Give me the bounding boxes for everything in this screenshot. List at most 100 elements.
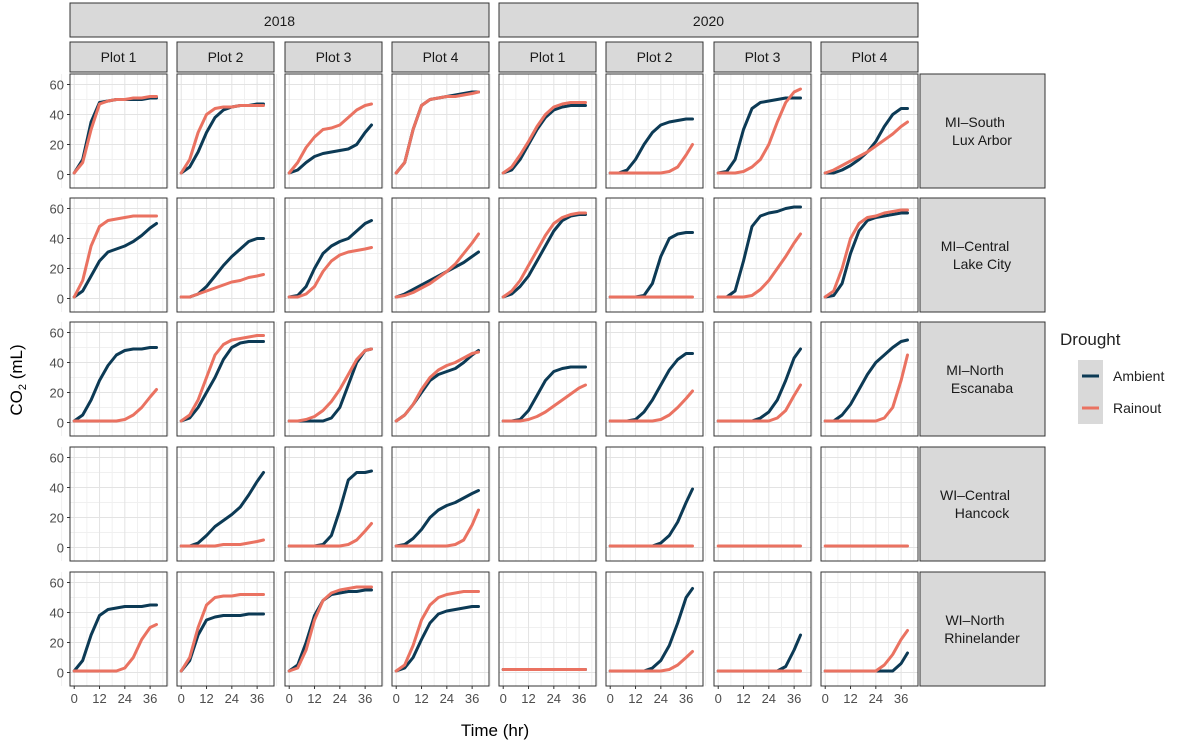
facet-panel: [705, 321, 812, 437]
series-line-rainout: [394, 232, 480, 299]
panel-border: [820, 321, 919, 437]
series-line-rainout: [608, 143, 694, 175]
x-tick-label: 24: [869, 691, 883, 706]
site-strip-label: Rhinelander: [944, 630, 1020, 646]
series-line-ambient: [394, 489, 480, 548]
facet-panel: [597, 321, 704, 437]
plot-strip: [820, 41, 919, 73]
facet-panel: 0 12 24 36: [597, 571, 704, 706]
site-strip-label: WI–Central: [940, 487, 1010, 503]
panel-background: [70, 74, 167, 188]
x-tick-label: 36: [143, 691, 157, 706]
legend: Drought Ambient Rainout: [1060, 330, 1164, 424]
y-tick-label: 40: [50, 606, 64, 621]
series-line-rainout: [72, 95, 158, 175]
facet-panel: 0 20 40 60 0 12 24 36: [50, 571, 168, 706]
panel-border: [605, 73, 704, 189]
facet-panel: 0 12 24 36: [383, 571, 490, 706]
facet-panel: [597, 197, 704, 313]
panel-border: [605, 446, 704, 562]
site-strip-label: MI–North: [946, 362, 1004, 378]
panel-border: [820, 73, 919, 189]
series-line-ambient: [394, 605, 480, 673]
series-line-ambient: [823, 211, 909, 299]
x-tick-label: 0: [178, 691, 185, 706]
panel-background: [177, 322, 274, 436]
series-line-ambient: [179, 612, 265, 673]
plot-strip-label: Plot 1: [101, 49, 137, 65]
y-axis-title: CO2 (mL): [7, 344, 29, 415]
series-line-ambient: [179, 340, 265, 423]
facet-panel: [168, 197, 275, 313]
year-strip-label: 2018: [264, 13, 295, 29]
series-line-rainout: [179, 538, 265, 548]
panel-background: [606, 198, 703, 312]
plot-strip-label: Plot 2: [637, 49, 673, 65]
panel-background: [285, 447, 382, 561]
site-strip-label: Lux Arbor: [952, 132, 1012, 148]
x-tick-label: 36: [787, 691, 801, 706]
panel-border: [605, 571, 704, 687]
x-tick-label: 0: [500, 691, 507, 706]
series-line-rainout: [72, 388, 158, 423]
facet-panel: 0 12 24 36: [705, 571, 812, 706]
panel-border: [498, 73, 597, 189]
x-tick-label: 0: [607, 691, 614, 706]
facet-panel: 0 20 40 60: [50, 197, 168, 313]
plot-strip: [284, 41, 383, 73]
y-tick-label: 0: [57, 541, 64, 556]
facet-panel: [490, 321, 597, 437]
plot-strip-label: Plot 1: [530, 49, 566, 65]
series-line-rainout: [287, 102, 373, 175]
y-tick-label: 20: [50, 138, 64, 153]
facet-panel: [276, 73, 383, 189]
panel-border: [820, 197, 919, 313]
facet-panel: [383, 197, 490, 313]
x-tick-label: 12: [414, 691, 428, 706]
panel-background: [821, 572, 918, 686]
series-line-ambient: [72, 603, 158, 673]
x-tick-label: 12: [628, 691, 642, 706]
series-line-ambient: [501, 104, 587, 175]
y-tick-label: 0: [57, 666, 64, 681]
panel-background: [714, 447, 811, 561]
series-line-rainout: [823, 353, 909, 423]
facet-panel: [812, 73, 919, 189]
x-tick-label: 24: [547, 691, 561, 706]
facet-panel: [705, 197, 812, 313]
panel-border: [820, 446, 919, 562]
panel-border: [176, 321, 275, 437]
series-line-rainout: [394, 508, 480, 548]
x-tick-label: 24: [440, 691, 454, 706]
series-line-rainout: [179, 334, 265, 423]
series-line-rainout: [179, 593, 265, 673]
panel-border: [284, 73, 383, 189]
x-tick-label: 0: [822, 691, 829, 706]
x-tick-label: 12: [843, 691, 857, 706]
facet-panel: [812, 321, 919, 437]
facet-panel: [383, 446, 490, 562]
panel-background: [499, 198, 596, 312]
panel-border: [391, 446, 490, 562]
legend-label-rainout: Rainout: [1113, 400, 1161, 416]
x-tick-label: 12: [521, 691, 535, 706]
site-strip-label: Hancock: [955, 505, 1010, 521]
panel-border: [69, 571, 168, 687]
series-line-rainout: [501, 211, 587, 299]
panel-border: [284, 197, 383, 313]
facet-panel: [490, 446, 597, 562]
panel-border: [605, 197, 704, 313]
panel-border: [69, 321, 168, 437]
x-tick-label: 0: [286, 691, 293, 706]
series-line-rainout: [394, 590, 480, 673]
panel-background: [499, 447, 596, 561]
y-tick-label: 20: [50, 262, 64, 277]
y-tick-label: 40: [50, 108, 64, 123]
x-tick-label: 36: [679, 691, 693, 706]
panel-background: [499, 74, 596, 188]
y-tick-label: 0: [57, 168, 64, 183]
panel-background: [392, 572, 489, 686]
panel-background: [714, 322, 811, 436]
panel-background: [392, 322, 489, 436]
y-tick-label: 20: [50, 636, 64, 651]
